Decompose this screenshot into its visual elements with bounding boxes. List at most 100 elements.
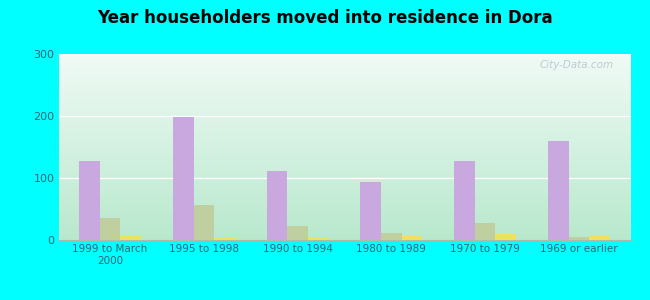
Bar [58, 117, 630, 118]
Bar [58, 195, 630, 196]
Bar [58, 234, 630, 235]
Bar [58, 225, 630, 226]
Bar [58, 61, 630, 62]
Bar [58, 199, 630, 200]
Bar [548, 141, 569, 240]
Bar [58, 218, 630, 219]
Bar [58, 147, 630, 148]
Bar [58, 192, 630, 193]
Bar [58, 228, 630, 229]
Bar [58, 91, 630, 92]
Bar [58, 182, 630, 183]
Bar [58, 74, 630, 75]
Bar [58, 116, 630, 117]
Bar [58, 106, 630, 107]
Bar [58, 221, 630, 222]
Bar [58, 76, 630, 77]
Bar [475, 223, 495, 240]
Bar [58, 98, 630, 99]
Bar [58, 92, 630, 93]
Bar [58, 158, 630, 159]
Bar [58, 229, 630, 230]
Bar [58, 189, 630, 190]
Bar [454, 160, 475, 240]
Bar [58, 224, 630, 225]
Bar [58, 73, 630, 74]
Bar [361, 182, 381, 240]
Bar [58, 58, 630, 60]
Bar [58, 139, 630, 140]
Bar [58, 172, 630, 173]
Bar [58, 217, 630, 218]
Bar [58, 151, 630, 152]
Bar [58, 110, 630, 111]
Bar [194, 205, 214, 240]
Bar [58, 114, 630, 116]
Bar [58, 186, 630, 187]
Bar [58, 109, 630, 110]
Bar [58, 181, 630, 182]
Bar [58, 60, 630, 61]
Bar [381, 233, 402, 240]
Bar [58, 124, 630, 125]
Bar [58, 99, 630, 100]
Bar [58, 82, 630, 83]
Bar [58, 175, 630, 176]
Bar [58, 128, 630, 129]
Bar [58, 101, 630, 102]
Bar [58, 202, 630, 203]
Bar [58, 230, 630, 231]
Bar [120, 236, 141, 240]
Bar [58, 183, 630, 184]
Bar [58, 226, 630, 227]
Bar [58, 178, 630, 179]
Bar [58, 164, 630, 165]
Bar [58, 111, 630, 112]
Bar [173, 117, 194, 240]
Bar [58, 135, 630, 136]
Bar [58, 211, 630, 212]
Bar [58, 67, 630, 68]
Bar [58, 176, 630, 177]
Bar [58, 238, 630, 239]
Bar [58, 102, 630, 103]
Bar [58, 204, 630, 205]
Bar [58, 97, 630, 98]
Bar [58, 184, 630, 185]
Bar [58, 171, 630, 172]
Bar [58, 108, 630, 109]
Bar [214, 238, 235, 240]
Bar [58, 83, 630, 84]
Bar [58, 190, 630, 191]
Bar [58, 94, 630, 95]
Bar [58, 179, 630, 181]
Bar [58, 119, 630, 120]
Bar [58, 150, 630, 151]
Bar [58, 170, 630, 171]
Bar [58, 63, 630, 64]
Bar [58, 100, 630, 101]
Bar [58, 205, 630, 206]
Bar [58, 77, 630, 78]
Bar [58, 213, 630, 214]
Bar [58, 86, 630, 88]
Bar [58, 200, 630, 201]
Bar [58, 130, 630, 131]
Bar [58, 236, 630, 237]
Bar [58, 162, 630, 163]
Bar [58, 169, 630, 170]
Bar [58, 227, 630, 228]
Bar [99, 218, 120, 240]
Bar [58, 232, 630, 233]
Bar [58, 134, 630, 135]
Bar [58, 155, 630, 156]
Bar [58, 64, 630, 65]
Bar [58, 141, 630, 142]
Bar [58, 69, 630, 70]
Bar [58, 149, 630, 150]
Bar [58, 79, 630, 80]
Bar [58, 93, 630, 94]
Bar [58, 131, 630, 132]
Bar [58, 123, 630, 124]
Bar [58, 187, 630, 188]
